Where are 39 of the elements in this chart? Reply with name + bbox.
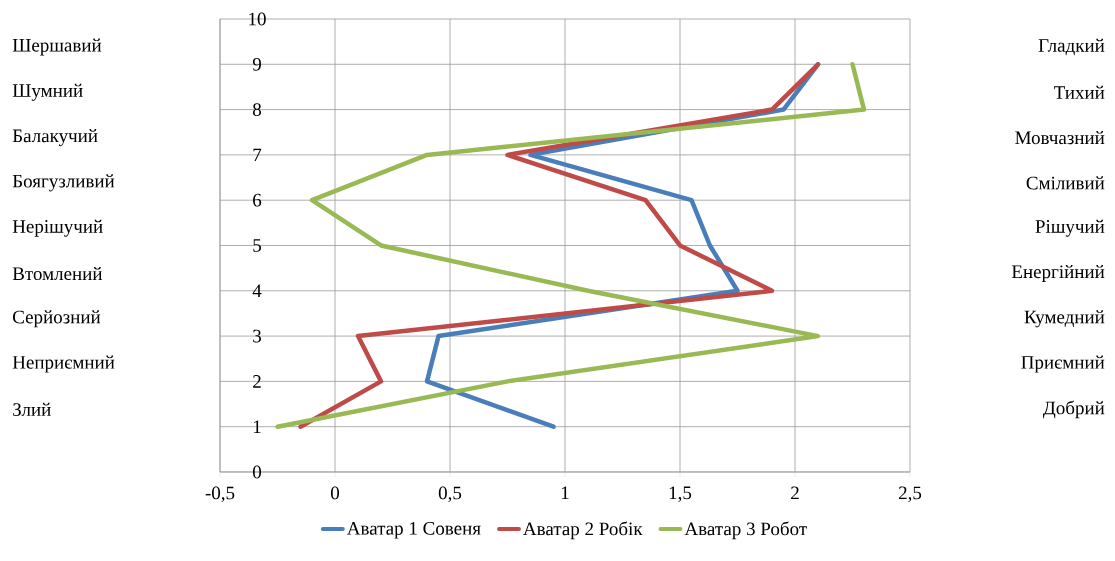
x-tick-label: 1,5: [669, 486, 692, 502]
text: Злий: [13, 402, 51, 416]
text: Неприємний: [12, 355, 115, 373]
legend-label: Аватар 3 Робот: [684, 521, 807, 540]
y-tick-label: 7: [253, 148, 262, 162]
x-tick-label: 0: [330, 486, 340, 500]
x-tick-label: -0,5: [205, 486, 235, 503]
y-tick-label: 4: [252, 284, 262, 298]
x-tick-label: 0,5: [438, 486, 462, 503]
text: Кумедний: [1024, 310, 1105, 328]
text: Приємний: [1021, 355, 1105, 373]
y-tick-label: 0: [252, 465, 262, 479]
text: Мовчазний: [1015, 131, 1105, 145]
y-tick-label: 10: [249, 12, 266, 26]
x-tick-label: 2: [791, 486, 799, 500]
text: Добрий: [1042, 400, 1105, 419]
legend-label: Аватар 1 Совеня: [346, 522, 481, 539]
text: Втомлений: [12, 266, 103, 281]
text: Тихий: [1054, 85, 1105, 99]
y-tick-label: 5: [253, 239, 262, 252]
text: Енергійний: [1011, 264, 1105, 283]
y-tick-label: 8: [252, 103, 262, 116]
text: Шумний: [12, 83, 83, 101]
y-tick-label: 3: [253, 329, 262, 343]
y-tick-label: 6: [253, 193, 262, 207]
text: Рішучий: [1035, 219, 1105, 237]
text: Нерішучий: [12, 219, 103, 237]
x-tick-label: 1: [561, 486, 569, 500]
y-tick-label: 1: [253, 420, 261, 433]
y-tick-label: 9: [252, 57, 261, 71]
text: Балакучий: [12, 129, 98, 147]
text: Гладкий: [1038, 38, 1105, 56]
legend-label: Аватар 2 Робік: [523, 521, 643, 540]
text: Сміливий: [1026, 176, 1105, 190]
text: Боягузливий: [12, 174, 115, 192]
text: Серйозний: [13, 310, 101, 328]
x-tick-label: 2,5: [898, 486, 922, 503]
y-tick-label: 2: [253, 375, 261, 388]
text: Шершавий: [12, 38, 102, 56]
